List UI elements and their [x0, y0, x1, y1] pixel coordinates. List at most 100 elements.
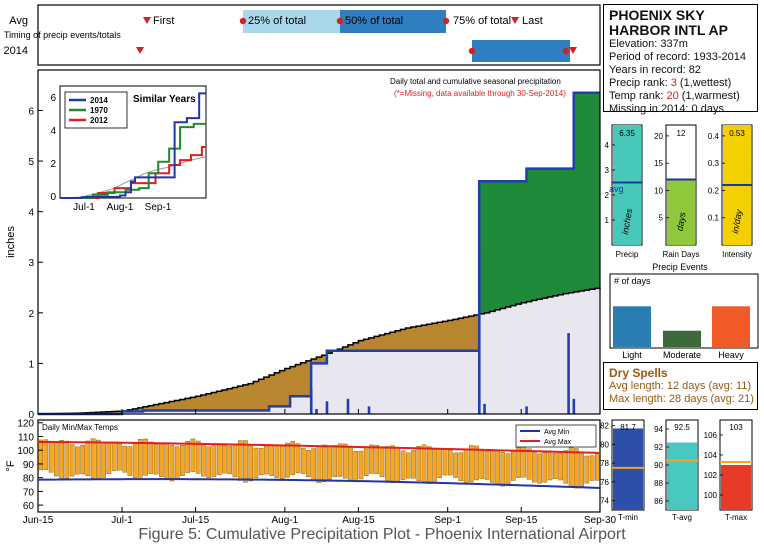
precip-rank-value: 3 — [670, 77, 677, 89]
temp-bar-39 — [243, 440, 248, 483]
temp-panel-tick-label-2-2: 104 — [704, 451, 718, 460]
temp-panel-tick-label-2-1: 102 — [704, 471, 718, 480]
xtick-label-4: Aug-15 — [342, 515, 375, 526]
main-yticks: 0 1 2 3 4 5 6 — [28, 106, 601, 421]
temp-bar-84 — [479, 448, 485, 479]
figure-caption: Figure 5: Cumulative Precipitation Plot … — [138, 526, 626, 543]
xtick-label-1: Jul-1 — [111, 515, 133, 526]
main-ytick-label-2: 2 — [28, 309, 34, 320]
temp-bar-47 — [285, 442, 290, 478]
timing-2014-last-marker — [569, 47, 577, 54]
daily-precip-bar-0 — [309, 388, 313, 414]
event-name-2: Intensity — [722, 250, 752, 259]
temp-bar-49 — [295, 443, 301, 474]
temp-panel-name-0: T-min — [618, 513, 638, 522]
temps-ytick-label-4: 100 — [17, 446, 34, 457]
temp-bar-61 — [358, 450, 364, 480]
temp-panel-value-2: 103 — [729, 423, 743, 432]
temp-bar-53 — [316, 445, 322, 483]
temp-bar-77 — [442, 448, 448, 476]
temp-bar-3 — [54, 440, 59, 477]
temp-bar-34 — [216, 444, 222, 475]
temp-panel-name-1: T-avg — [672, 513, 692, 522]
inset-ytick-6: 6 — [50, 93, 56, 104]
temp-bar-74 — [426, 446, 432, 484]
temp-bar-85 — [484, 450, 490, 480]
inset-line-1970 — [60, 122, 206, 199]
dry-spells-box: Dry Spells Avg length: 12 days (avg: 11)… — [603, 362, 758, 410]
temp-panel-value-1: 92.5 — [674, 423, 690, 432]
temps-ytick-label-0: 60 — [23, 501, 35, 512]
temp-bar-44 — [269, 444, 275, 476]
event-tick-label-1-3: 20 — [654, 132, 663, 141]
timing-label: Timing of precip events/totals — [4, 30, 121, 40]
inset-ytick-0: 0 — [50, 192, 56, 203]
temp-bar-106 — [595, 453, 600, 481]
temp-bar-96 — [542, 452, 548, 483]
timing-dot-0 — [239, 17, 247, 25]
xtick-label-2: Jul-15 — [182, 515, 210, 526]
temp-bar-2 — [48, 440, 54, 473]
main-precip-panel — [37, 69, 601, 415]
station-period: Period of record: 1933-2014 — [609, 51, 746, 63]
main-note: (*=Missing, data available through 30-Se… — [394, 89, 566, 98]
temps-yticks: 60 70 80 90 100 110 120 — [17, 419, 43, 512]
temp-bar-50 — [300, 447, 306, 474]
temp-bar-21 — [148, 441, 154, 474]
temp-bar-76 — [437, 448, 443, 479]
event-bar-1 — [667, 179, 695, 245]
station-info-box: PHOENIX SKY HARBOR INTL AP Elevation: 33… — [603, 4, 758, 115]
event-name-1: Rain Days — [663, 250, 700, 259]
temp-bar-66 — [384, 446, 390, 481]
temp-bar-4 — [59, 439, 64, 479]
event-name-0: Precip — [616, 250, 639, 259]
temp-bar-11 — [96, 439, 101, 480]
temp-bar-86 — [490, 450, 495, 483]
inset-ytick-4: 4 — [50, 126, 56, 137]
timing-dot-4 — [562, 47, 570, 55]
xtick-label-3: Aug-1 — [272, 515, 299, 526]
timing-first-label: First — [153, 15, 174, 27]
event-tick-label-1-1: 10 — [654, 186, 663, 195]
main-ytick-label-1: 1 — [28, 359, 34, 370]
temp-bar-89 — [505, 453, 511, 485]
temp-bar-97 — [547, 452, 553, 481]
temp-rank-value: 20 — [666, 90, 679, 102]
temp-bar-64 — [374, 445, 380, 475]
temp-bar-1 — [43, 439, 49, 470]
temp-bar-56 — [332, 445, 338, 478]
temp-bar-102 — [574, 448, 579, 489]
daily-precip-bar-9 — [572, 398, 576, 414]
timing-p25-label: 25% of total — [248, 15, 306, 27]
station-missing: Missing in 2014: 0 days — [609, 103, 724, 115]
temp-bar-33 — [211, 445, 217, 478]
precip-events-label: Precip Events — [652, 262, 708, 272]
temps-layer — [37, 438, 601, 489]
timing-dot-2 — [442, 17, 450, 25]
temp-bar-16 — [122, 445, 127, 473]
temp-bar-104 — [584, 455, 590, 484]
days-bar-0 — [613, 306, 651, 347]
temp-bar-51 — [306, 450, 311, 478]
temps-legend-min: Avg Min — [544, 429, 569, 436]
timing-avg-q1-box — [243, 10, 340, 33]
main-ytick-label-0: 0 — [28, 410, 34, 421]
temps-avg-min-line — [37, 478, 601, 489]
temp-bar-80 — [458, 452, 464, 482]
main-ytick-label-6: 6 — [28, 106, 34, 117]
timing-last-label: Last — [522, 15, 543, 27]
temps-legend-max: Avg Max — [544, 439, 572, 446]
temp-bar-13 — [106, 442, 112, 475]
temp-bar-55 — [327, 445, 332, 480]
temp-bar-43 — [264, 445, 269, 475]
timing-row-avg: Avg — [9, 15, 28, 27]
temp-bar-93 — [526, 448, 532, 480]
event-value-1: 12 — [677, 129, 686, 138]
timing-row-2014: 2014 — [4, 45, 28, 57]
temp-bar-59 — [348, 447, 353, 481]
days-chart-title: # of days — [614, 276, 651, 286]
station-temp-rank: Temp rank: 20 (1,warmest) — [609, 90, 752, 103]
temp-bar-82 — [468, 445, 474, 483]
temp-bar-101 — [568, 447, 574, 487]
temp-panel-tick-label-1-2: 90 — [654, 461, 663, 470]
